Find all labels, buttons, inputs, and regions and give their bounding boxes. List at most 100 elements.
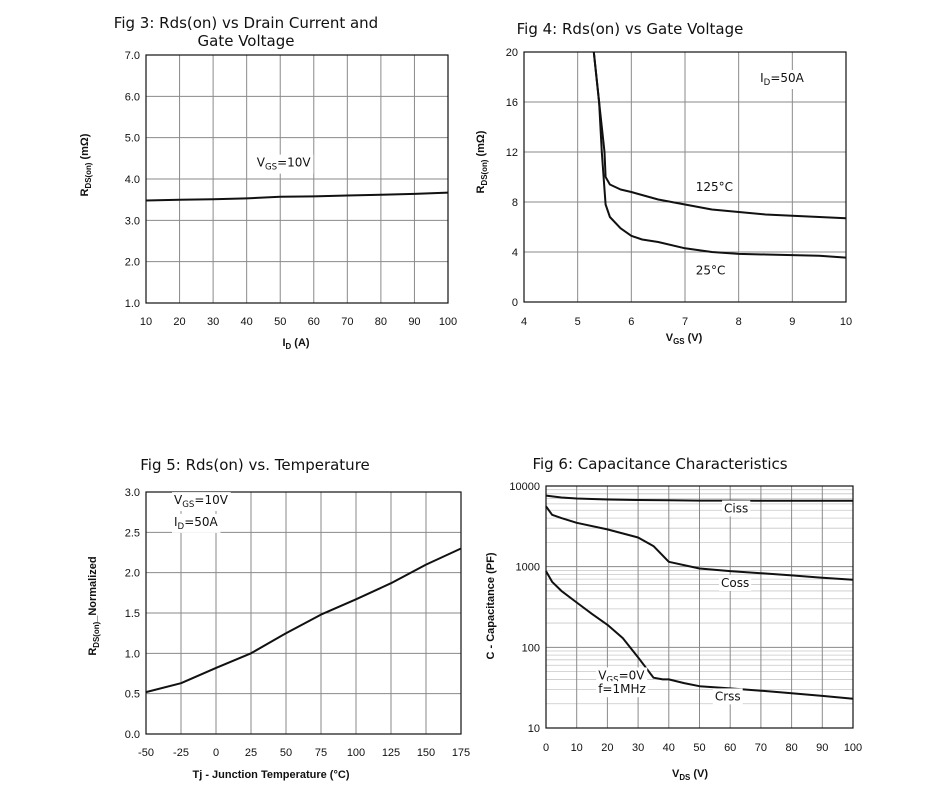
chart-title-line2: Gate Voltage: [198, 32, 295, 50]
series-vgs-10v-id-50a-line: [145, 547, 462, 694]
x-tick-label: 50: [693, 742, 705, 754]
x-tick-label: 10: [571, 742, 583, 754]
series-vgs-10v-line: [145, 191, 449, 202]
y-tick-label: 1000: [516, 562, 540, 574]
y-tick-label: 0: [512, 297, 518, 309]
plot-frame: [145, 491, 462, 735]
x-tick-label: 5: [575, 316, 581, 328]
annotation-background: [172, 492, 231, 512]
x-axis-label: VGS (V): [666, 332, 703, 346]
x-tick-label: 125: [382, 747, 400, 759]
annotation-label: Ciss: [724, 501, 748, 515]
x-tick-label: 150: [417, 747, 435, 759]
x-tick-label: 50: [274, 316, 286, 328]
x-tick-label: 25: [245, 747, 257, 759]
series-25-c-line: [592, 51, 847, 259]
y-tick-label: 0.0: [125, 729, 140, 741]
y-tick-label: 0.5: [125, 689, 140, 701]
annotation-label: VGS=10V: [257, 156, 312, 173]
x-tick-label: 60: [308, 316, 320, 328]
x-tick-label: 6: [628, 316, 634, 328]
series-crss-line: [545, 570, 854, 700]
annotation-label: ID=50A: [174, 515, 219, 532]
y-axis-label: RDS(on) (mΩ): [475, 130, 489, 193]
annotation-label: VGS=0V: [598, 668, 645, 685]
y-tick-label: 2.0: [125, 257, 140, 269]
x-tick-label: 100: [347, 747, 365, 759]
y-tick-label: 4.0: [125, 174, 140, 186]
y-tick-label: 5.0: [125, 133, 140, 145]
y-tick-label: 1.5: [125, 608, 140, 620]
x-tick-label: 100: [439, 316, 457, 328]
annotation-background: [172, 513, 221, 533]
chart-title: Fig 3: Rds(on) vs Drain Current and: [114, 14, 378, 32]
y-tick-label: 2.5: [125, 527, 140, 539]
y-tick-label: 8: [512, 197, 518, 209]
x-tick-label: -50: [138, 747, 154, 759]
annotation-label: 25°C: [696, 264, 726, 278]
x-axis-label: VDS (V): [672, 768, 708, 782]
x-tick-label: 80: [785, 742, 797, 754]
chart-title: Fig 5: Rds(on) vs. Temperature: [140, 456, 370, 474]
x-tick-label: 80: [375, 316, 387, 328]
y-tick-label: 1.0: [125, 298, 140, 310]
x-axis-label: Tj - Junction Temperature (°C): [193, 769, 350, 781]
annotation-background: [718, 574, 752, 591]
x-tick-label: 4: [521, 316, 527, 328]
x-tick-label: -25: [173, 747, 189, 759]
x-tick-label: 20: [173, 316, 185, 328]
chart-title: Fig 4: Rds(on) vs Gate Voltage: [517, 20, 744, 38]
y-tick-label: 10: [528, 723, 540, 735]
x-tick-label: 175: [452, 747, 470, 759]
y-tick-label: 100: [522, 642, 540, 654]
x-tick-label: 10: [840, 316, 852, 328]
y-tick-label: 16: [506, 97, 518, 109]
y-tick-label: 2.0: [125, 568, 140, 580]
annotation-background: [693, 178, 736, 195]
x-tick-label: 7: [682, 316, 688, 328]
x-tick-label: 9: [789, 316, 795, 328]
x-tick-label: 70: [755, 742, 767, 754]
chart-title: Fig 6: Capacitance Characteristics: [532, 455, 787, 473]
annotation-background: [254, 154, 314, 174]
annotation-background: [693, 262, 728, 279]
annotation-label: Coss: [721, 576, 749, 590]
x-tick-label: 30: [632, 742, 644, 754]
x-tick-label: 75: [315, 747, 327, 759]
x-tick-label: 90: [816, 742, 828, 754]
annotation-background: [758, 70, 807, 89]
chart-3: 10 20 30 40 50 60 70 80 90 100 1.0 2.0 3.0 4.0 5.0 6.0 7…: [79, 14, 457, 351]
annotation-label: VGS=10V: [174, 493, 229, 510]
x-tick-label: 10: [140, 316, 152, 328]
y-tick-label: 20: [506, 47, 518, 59]
y-tick-label: 3.0: [125, 215, 140, 227]
series-coss-line: [545, 505, 854, 581]
x-tick-label: 100: [844, 742, 862, 754]
y-tick-label: 4: [512, 247, 518, 259]
series-ciss-line: [545, 494, 853, 502]
x-tick-label: 0: [543, 742, 549, 754]
y-tick-label: 10000: [509, 481, 540, 493]
annotation-label: f=1MHz: [598, 682, 646, 696]
chart-6: 0 10 20 30 40 50 60 70 80 90 10010100100010000Fig …: [485, 455, 862, 782]
x-tick-label: 70: [341, 316, 353, 328]
x-tick-label: 20: [601, 742, 613, 754]
annotation-background: [722, 500, 751, 517]
x-tick-label: 30: [207, 316, 219, 328]
y-axis-label: RDS(on) (mΩ): [79, 133, 93, 196]
x-tick-label: 50: [280, 747, 292, 759]
y-axis-label: RDS(on)_Normalized: [87, 556, 101, 655]
y-tick-label: 1.0: [125, 648, 140, 660]
chart-5: -50 -25 0 25 50 75 100 125 150 175 0.0 0.5 1.0 1.5 2.0…: [87, 456, 470, 781]
y-tick-label: 7.0: [125, 50, 140, 62]
annotation-label: ID=50A: [760, 71, 805, 88]
series-125-c-line: [592, 51, 847, 220]
y-axis-label: C - Capacitance (PF): [485, 552, 497, 659]
x-tick-label: 8: [736, 316, 742, 328]
x-tick-label: 40: [241, 316, 253, 328]
y-tick-label: 12: [506, 147, 518, 159]
plot-frame: [145, 54, 449, 304]
annotation-label: 125°C: [696, 180, 733, 194]
